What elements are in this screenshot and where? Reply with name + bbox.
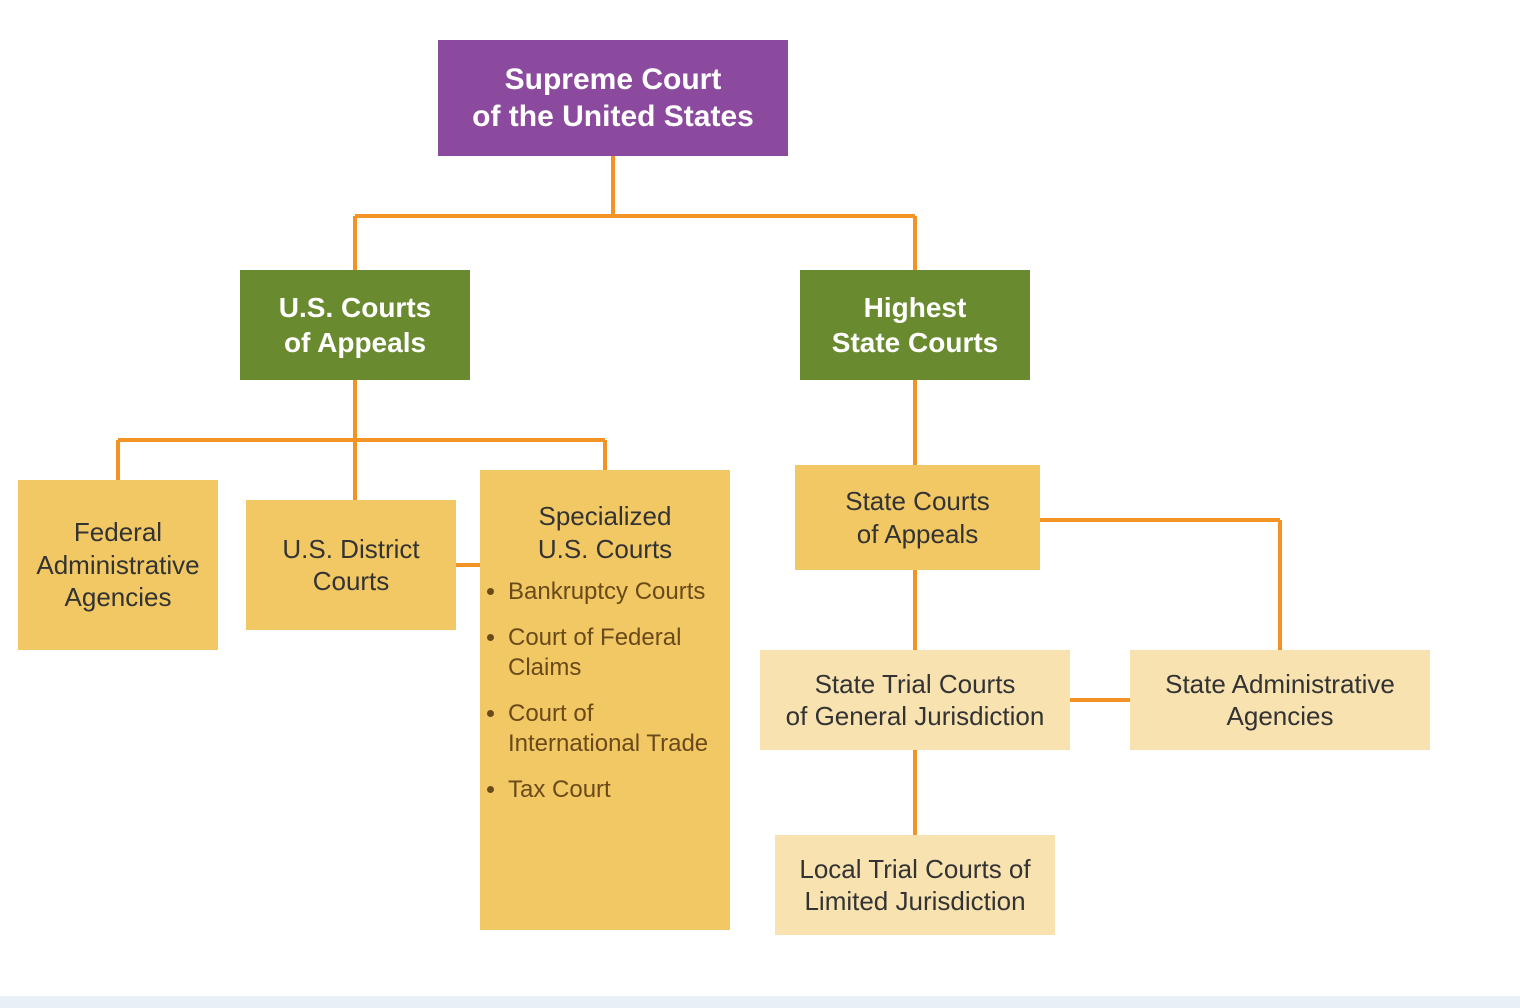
connector [913,750,917,835]
node-text: Limited Jurisdiction [804,885,1025,918]
connector [1278,520,1282,650]
node-text: of General Jurisdiction [786,700,1045,733]
node-text: of the United States [472,98,754,136]
node-federal-administrative-agencies: Federal Administrative Agencies [18,480,218,650]
node-text: U.S. Courts [538,533,672,566]
node-state-administrative-agencies: State Administrative Agencies [1130,650,1430,750]
node-text: Supreme Court [505,61,722,99]
connector [1040,518,1280,522]
node-text: Administrative [36,549,199,582]
node-highest-state-courts: Highest State Courts [800,270,1030,380]
node-text: Highest [864,290,967,325]
node-supreme-court: Supreme Court of the United States [438,40,788,156]
node-text: U.S. District [282,533,419,566]
node-text: Federal [74,516,162,549]
node-specialized-us-courts: Specialized U.S. Courts Bankruptcy Court… [480,470,730,930]
specialized-court-item: Court of Federal Claims [508,623,730,683]
node-text: State Administrative [1165,668,1395,701]
specialized-court-item: Court of International Trade [508,699,730,759]
court-hierarchy-diagram: Supreme Court of the United States U.S. … [0,0,1520,1008]
connector [611,156,615,216]
connector [353,216,357,270]
connector [603,440,607,470]
node-text: of Appeals [284,325,426,360]
node-text: Local Trial Courts of [799,853,1030,886]
specialized-court-item: Tax Court [508,775,730,805]
node-text: State Courts [832,325,998,360]
connector [1070,698,1130,702]
node-text: Agencies [65,581,172,614]
node-text: Specialized [539,500,672,533]
node-local-trial-courts: Local Trial Courts of Limited Jurisdicti… [775,835,1055,935]
connector [353,440,357,500]
node-us-district-courts: U.S. District Courts [246,500,456,630]
connector [913,216,917,270]
specialized-courts-list: Bankruptcy Courts Court of Federal Claims… [480,577,730,821]
connector [118,438,605,442]
node-text: State Courts [845,485,990,518]
node-text: Agencies [1227,700,1334,733]
connector [456,563,480,567]
connector [913,380,917,465]
node-text: State Trial Courts [815,668,1016,701]
connector [913,570,917,650]
bottom-strip [0,996,1520,1008]
node-state-courts-of-appeals: State Courts of Appeals [795,465,1040,570]
connector [355,214,915,218]
node-state-trial-courts-general: State Trial Courts of General Jurisdicti… [760,650,1070,750]
specialized-court-item: Bankruptcy Courts [508,577,730,607]
node-text: of Appeals [857,518,978,551]
node-text: U.S. Courts [279,290,431,325]
node-text: Courts [313,565,390,598]
connector [116,440,120,480]
node-us-courts-of-appeals: U.S. Courts of Appeals [240,270,470,380]
connector [353,380,357,440]
